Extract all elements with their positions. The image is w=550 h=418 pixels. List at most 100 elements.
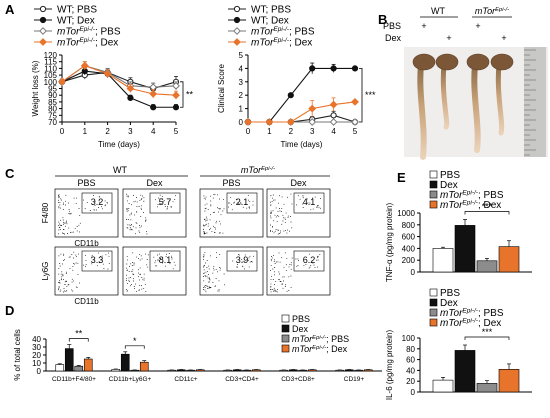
legend-swatch [429, 200, 438, 209]
significance-label: *** [482, 201, 493, 211]
bar [279, 369, 289, 372]
legend-label-post: ; Dex [478, 318, 501, 329]
category-label: CD19+ [344, 376, 365, 383]
flow-dots [203, 193, 254, 235]
legend-marker [39, 38, 47, 46]
data-point [150, 104, 157, 111]
legend-label-gene: mTor [440, 318, 463, 329]
legend-label: Dex [292, 324, 309, 334]
data-point [308, 104, 317, 113]
legend-label: mTorEpi-/-; PBS [440, 308, 504, 320]
significance-label: ** [186, 90, 194, 100]
legend-swatch [281, 324, 290, 333]
flow-value: 3.2 [91, 197, 104, 207]
y-tick-label: 2 [239, 91, 244, 100]
significance-bracket [464, 211, 510, 215]
data-point [127, 94, 134, 101]
flow-plot: 6.2 [266, 246, 331, 296]
y-tick-label: 800 [402, 221, 416, 230]
x-tick-label: 4 [151, 127, 156, 136]
data-point [308, 118, 317, 126]
photo-ko-label-sup: Epi-/- [495, 7, 509, 13]
bar [232, 369, 242, 372]
flow-dots [126, 252, 176, 293]
legend-label: mTorEpi-/-; Dex [440, 318, 501, 330]
flow-dots [58, 251, 110, 293]
flow-gate [149, 192, 181, 214]
legend-label: PBS [440, 288, 460, 299]
y-axis-label: Clinical Score [217, 63, 226, 112]
legend-label-gene: mTor [440, 190, 463, 201]
flow-dots [58, 194, 108, 235]
bar [55, 364, 65, 372]
y-tick-label: 200 [402, 256, 416, 265]
colon-3 [495, 62, 505, 136]
legend-label-sup: Epi-/- [312, 345, 326, 351]
legend-label-sup: Epi-/- [312, 335, 326, 341]
flow-ko-label-gene: mTor [241, 165, 262, 175]
flow-plot: 8.1 [122, 246, 187, 296]
photo-plus-3: + [501, 33, 506, 43]
legend-label: mTorEpi-/-; PBS [251, 26, 315, 38]
x-tick-label: 0 [60, 127, 65, 136]
data-point [329, 100, 338, 109]
series-line [248, 114, 356, 123]
bar [498, 369, 520, 393]
y-tick-label: 30 [32, 343, 41, 352]
bar [432, 379, 454, 393]
data-point [103, 69, 112, 78]
panel-label-c: C [5, 166, 15, 181]
legend-label-gene: mTor [57, 27, 80, 38]
legend-label-sup: Epi-/- [79, 26, 95, 33]
y-tick-label: 400 [402, 244, 416, 253]
flow-x-label: CD11b [74, 239, 99, 248]
legend-marker [39, 5, 47, 13]
legend-label-gene: mTor [251, 27, 274, 38]
y-tick-label: 120 [44, 51, 58, 60]
y-tick-label: 1000 [397, 209, 415, 218]
legend-marker [233, 5, 241, 13]
y-tick-label: 80 [406, 345, 415, 354]
x-tick-label: 4 [331, 127, 336, 136]
legend-label-post: ; Dex [289, 38, 312, 49]
legend-swatch [281, 344, 290, 353]
x-tick-label: 1 [83, 127, 88, 136]
legend-label: WT; PBS [57, 5, 97, 16]
legend-label-gene: mTor [57, 38, 80, 49]
bar [195, 369, 205, 372]
legend-label-gene: mTor [292, 334, 313, 344]
legend-label-sup: Epi-/- [462, 308, 478, 315]
y-tick-label: 3 [239, 78, 244, 87]
bar [167, 369, 177, 372]
photo-wt-label: WT [431, 6, 445, 16]
y-tick-label: 60 [406, 356, 415, 365]
data-point [58, 77, 66, 86]
y-tick-label: 40 [406, 366, 415, 375]
legend-label: mTorEpi-/-; Dex [292, 344, 348, 354]
data-point [309, 65, 316, 72]
legend-swatch [429, 170, 438, 179]
legend-label: Dex [440, 298, 458, 309]
flow-dots [270, 193, 321, 235]
bar [432, 248, 454, 273]
data-point [351, 118, 359, 126]
bar [498, 246, 520, 273]
y-tick-label: 1 [239, 105, 244, 114]
bar [454, 350, 476, 393]
legend-label-post: ; PBS [478, 308, 504, 319]
colon-1 [440, 62, 450, 130]
flow-dots [203, 252, 254, 293]
y-tick-label: 0 [411, 388, 416, 397]
legend-label: mTorEpi-/-; PBS [292, 334, 349, 344]
category-label: CD3+CD4+ [225, 376, 259, 383]
y-tick-label: 80 [48, 105, 57, 114]
cecum-0 [412, 53, 436, 71]
legend-label-sup: Epi-/- [79, 37, 95, 44]
series-1 [58, 66, 180, 111]
y-tick-label: 20 [406, 377, 415, 386]
bar [354, 369, 364, 372]
panel-label-d: D [5, 303, 15, 318]
legend-label-sup: Epi-/- [273, 26, 289, 33]
significance-bracket [68, 338, 89, 342]
